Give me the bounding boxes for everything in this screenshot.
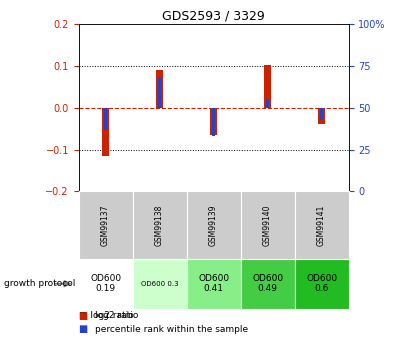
Text: GSM99141: GSM99141 bbox=[317, 205, 326, 246]
Text: OD600
0.49: OD600 0.49 bbox=[252, 274, 283, 294]
Text: GSM99140: GSM99140 bbox=[263, 204, 272, 246]
Bar bbox=[102, 108, 109, 156]
Title: GDS2593 / 3329: GDS2593 / 3329 bbox=[162, 10, 265, 23]
Bar bbox=[320, 108, 324, 119]
Text: log2 ratio: log2 ratio bbox=[95, 311, 138, 320]
Bar bbox=[295, 259, 349, 309]
Text: GSM99139: GSM99139 bbox=[209, 204, 218, 246]
Bar bbox=[266, 99, 270, 108]
Bar bbox=[241, 259, 295, 309]
Text: OD600 0.3: OD600 0.3 bbox=[141, 281, 179, 287]
Text: GSM99137: GSM99137 bbox=[101, 204, 110, 246]
Bar bbox=[241, 191, 295, 259]
Bar bbox=[210, 108, 217, 135]
Bar bbox=[104, 108, 108, 130]
Bar bbox=[187, 259, 241, 309]
Bar bbox=[212, 108, 216, 136]
Bar bbox=[156, 70, 163, 108]
Text: percentile rank within the sample: percentile rank within the sample bbox=[95, 325, 248, 334]
Bar bbox=[295, 191, 349, 259]
Text: GSM99138: GSM99138 bbox=[155, 205, 164, 246]
Text: OD600
0.19: OD600 0.19 bbox=[90, 274, 121, 294]
Bar bbox=[187, 191, 241, 259]
Text: OD600
0.41: OD600 0.41 bbox=[198, 274, 229, 294]
Text: growth protocol: growth protocol bbox=[4, 279, 75, 288]
Bar bbox=[79, 259, 133, 309]
Text: ■: ■ bbox=[79, 325, 88, 334]
Bar bbox=[158, 78, 162, 108]
Text: OD600
0.6: OD600 0.6 bbox=[306, 274, 337, 294]
Bar bbox=[318, 108, 325, 124]
Text: ■: ■ bbox=[79, 311, 88, 321]
Text: ■ log2 ratio: ■ log2 ratio bbox=[79, 311, 133, 320]
Bar bbox=[133, 191, 187, 259]
Bar bbox=[264, 65, 271, 108]
Bar bbox=[79, 191, 133, 259]
Bar bbox=[133, 259, 187, 309]
